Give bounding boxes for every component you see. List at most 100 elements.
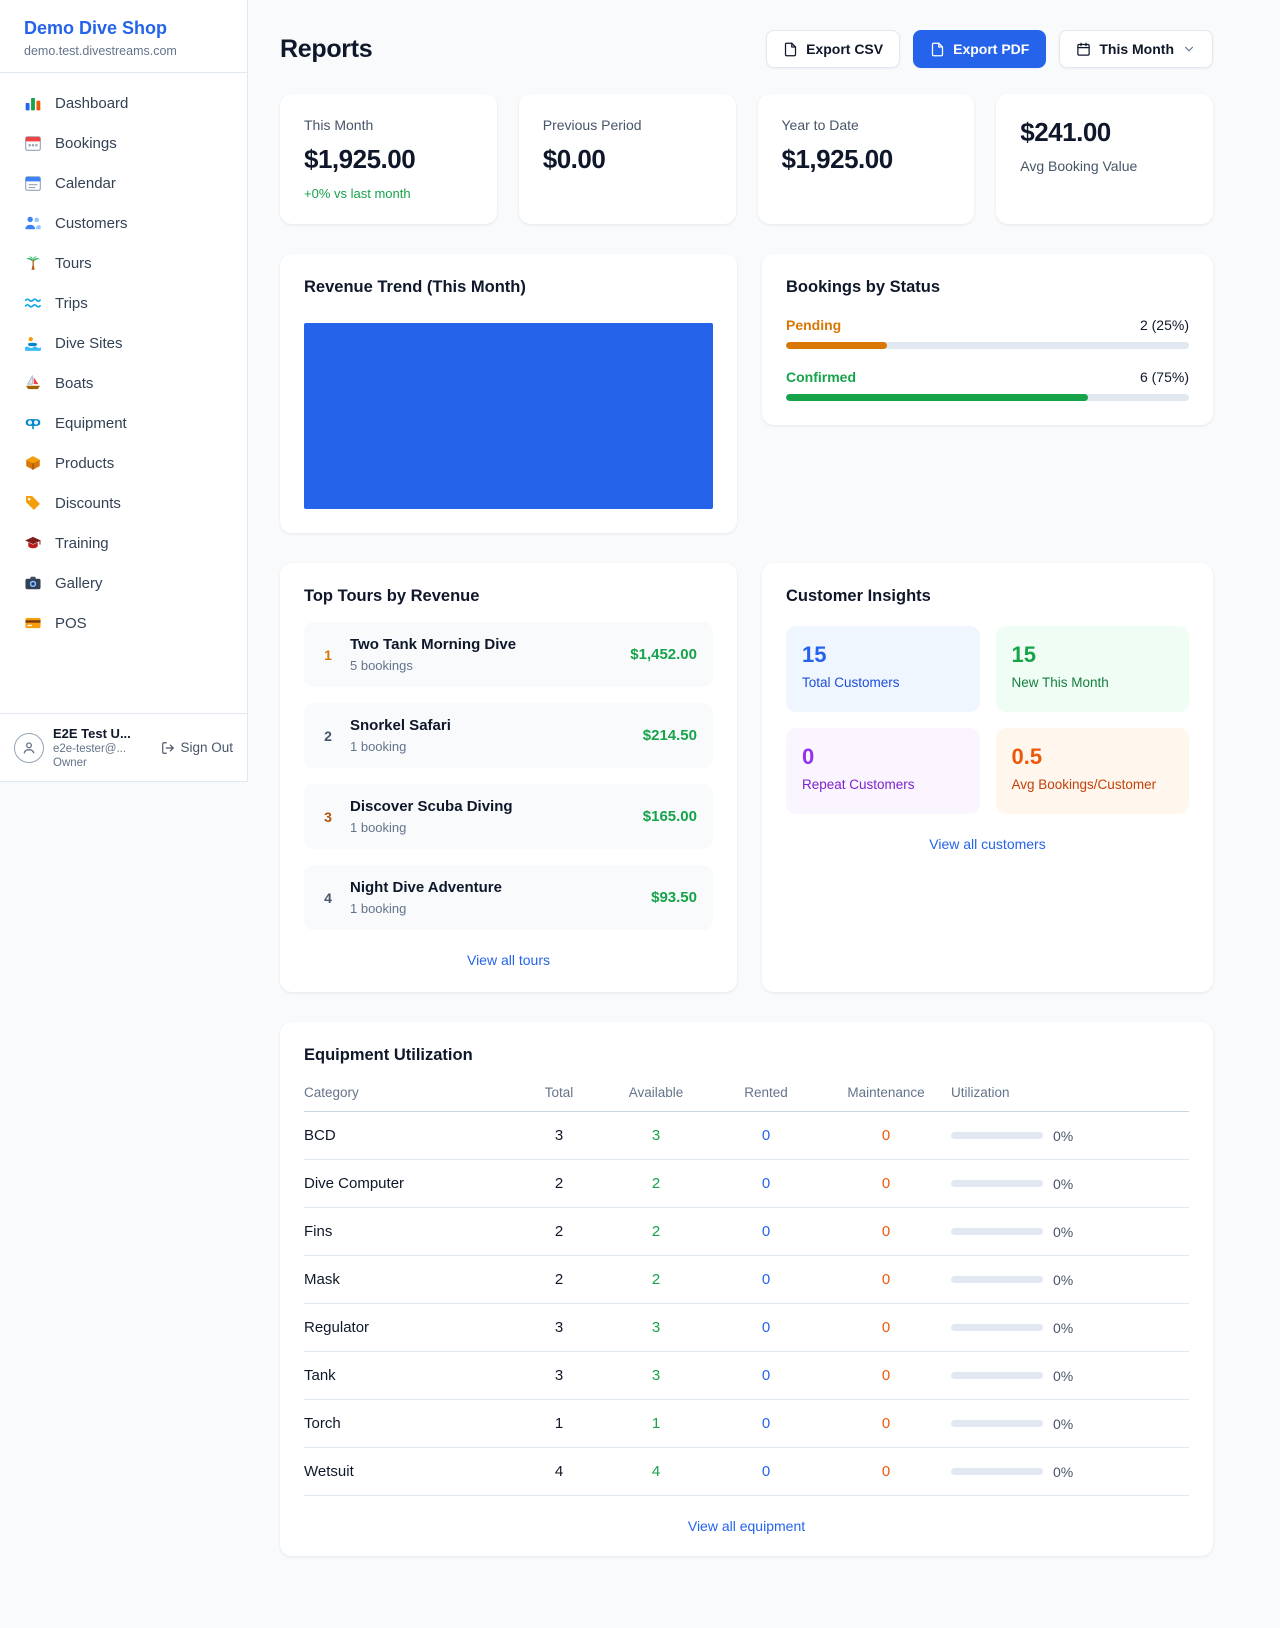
shop-name[interactable]: Demo Dive Shop [24,18,168,38]
view-all-customers-link[interactable]: View all customers [786,836,1189,852]
stat-card-avg-booking-value: $241.00 Avg Booking Value [996,94,1213,224]
insight-value: 0.5 [1011,744,1043,769]
equipment-row: Torch 1 1 0 0 0% [304,1400,1189,1448]
tour-bookings: 1 booking [350,820,407,835]
user-role: Owner [53,757,87,769]
tour-row[interactable]: 2 Snorkel Safari 1 booking $214.50 [304,703,713,768]
sidebar-item[interactable]: POS [0,603,247,643]
insight-label: Repeat Customers [802,777,915,792]
equipment-total: 1 [554,1415,564,1432]
utilization-percent: 0% [1053,1127,1074,1144]
file-icon [783,42,798,57]
sidebar-item-icon [24,254,42,272]
view-all-tours-link[interactable]: View all tours [304,952,713,968]
utilization-percent: 0% [1053,1367,1074,1384]
sidebar-item[interactable]: Calendar [0,163,247,203]
tour-row[interactable]: 3 Discover Scuba Diving 1 booking $165.0… [304,784,713,849]
equipment-category: Dive Computer [304,1175,405,1192]
period-dropdown[interactable]: This Month [1059,30,1213,68]
sidebar-item-label: Equipment [55,414,127,432]
equipment-maintenance: 0 [881,1367,891,1384]
equipment-available: 2 [651,1223,661,1240]
equipment-utilization-cell: 0% [951,1320,1189,1336]
sidebar-item[interactable]: Bookings [0,123,247,163]
equipment-maintenance: 0 [881,1463,891,1480]
sidebar-item-label: Discounts [55,494,121,512]
equipment-rented: 0 [761,1127,771,1144]
equipment-rented: 0 [761,1463,771,1480]
equipment-row: Dive Computer 2 2 0 0 0% [304,1160,1189,1208]
sidebar-item-icon [24,134,42,152]
sidebar-item[interactable]: Customers [0,203,247,243]
sidebar-item[interactable]: Tours [0,243,247,283]
insight-value: 15 [802,642,827,667]
stat-value: $1,925.00 [304,144,416,174]
export-csv-button[interactable]: Export CSV [766,30,901,68]
customer-insights-title: Customer Insights [786,587,931,605]
insights-row: Top Tours by Revenue 1 Two Tank Morning … [280,563,1213,992]
top-tours-card: Top Tours by Revenue 1 Two Tank Morning … [280,563,737,992]
sign-out-label: Sign Out [180,740,233,755]
equipment-rented: 0 [761,1175,771,1192]
utilization-percent: 0% [1053,1463,1074,1480]
sign-out-button[interactable]: Sign Out [161,740,233,755]
tour-name: Snorkel Safari [350,717,451,734]
tour-row[interactable]: 1 Two Tank Morning Dive 5 bookings $1,45… [304,622,713,687]
utilization-bar-track [951,1468,1043,1475]
user-email: e2e-tester@... [53,743,127,755]
sidebar-item-icon [24,214,42,232]
equipment-category: Fins [304,1223,333,1240]
status-progress-track [786,394,1189,401]
sidebar-item-icon [24,574,42,592]
equipment-total: 3 [554,1367,564,1384]
stat-label: Year to Date [781,117,859,133]
main-content: Reports Export CSV Export PDF This Month [280,0,1213,1628]
sidebar-item[interactable]: Gallery [0,563,247,603]
view-all-equipment-link[interactable]: View all equipment [304,1518,1189,1534]
top-tours-list: 1 Two Tank Morning Dive 5 bookings $1,45… [304,622,713,930]
sidebar-item[interactable]: Products [0,443,247,483]
header-actions: Export CSV Export PDF This Month [766,30,1213,68]
sidebar-item-label: Tours [55,254,92,272]
equipment-category: Regulator [304,1319,370,1336]
sidebar-item[interactable]: Equipment [0,403,247,443]
top-tours-title: Top Tours by Revenue [304,587,480,605]
utilization-bar-track [951,1420,1043,1427]
column-utilization: Utilization [951,1085,1010,1100]
equipment-row: Fins 2 2 0 0 0% [304,1208,1189,1256]
tour-rank: 4 [324,889,332,906]
equipment-total: 2 [554,1223,564,1240]
sidebar-item[interactable]: Dashboard [0,83,247,123]
sidebar-item[interactable]: Trips [0,283,247,323]
equipment-available: 4 [651,1463,661,1480]
sidebar-item[interactable]: Boats [0,363,247,403]
column-total: Total [544,1085,574,1100]
sidebar-item-label: Calendar [55,174,116,192]
sidebar-item[interactable]: Discounts [0,483,247,523]
equipment-row: Mask 2 2 0 0 0% [304,1256,1189,1304]
tour-row[interactable]: 4 Night Dive Adventure 1 booking $93.50 [304,865,713,930]
revenue-trend-chart [304,323,713,509]
sidebar-item-icon [24,94,42,112]
equipment-available: 3 [651,1367,661,1384]
export-pdf-button[interactable]: Export PDF [913,30,1047,68]
stat-card-this-month: This Month $1,925.00 +0% vs last month [280,94,497,224]
sidebar-item-label: Products [55,454,115,472]
equipment-rented: 0 [761,1367,771,1384]
insight-tile: 0.5 Avg Bookings/Customer [995,728,1189,814]
sidebar-item-label: POS [55,614,87,632]
sidebar-item-icon [24,294,42,312]
sidebar-item[interactable]: Training [0,523,247,563]
sidebar-item-label: Gallery [55,574,103,592]
revenue-trend-title: Revenue Trend (This Month) [304,278,526,296]
tour-amount: $93.50 [651,889,697,906]
page-title: Reports [280,34,373,63]
shop-header: Demo Dive Shop demo.test.divestreams.com [0,0,247,73]
tour-bookings: 1 booking [350,901,407,916]
stat-card-previous-period: Previous Period $0.00 [518,94,736,224]
sidebar-item[interactable]: Dive Sites [0,323,247,363]
stat-delta: +0% vs last month [304,186,411,201]
sidebar-item-label: Bookings [55,134,117,152]
sidebar: Demo Dive Shop demo.test.divestreams.com… [0,0,248,782]
equipment-utilization-cell: 0% [951,1224,1189,1240]
